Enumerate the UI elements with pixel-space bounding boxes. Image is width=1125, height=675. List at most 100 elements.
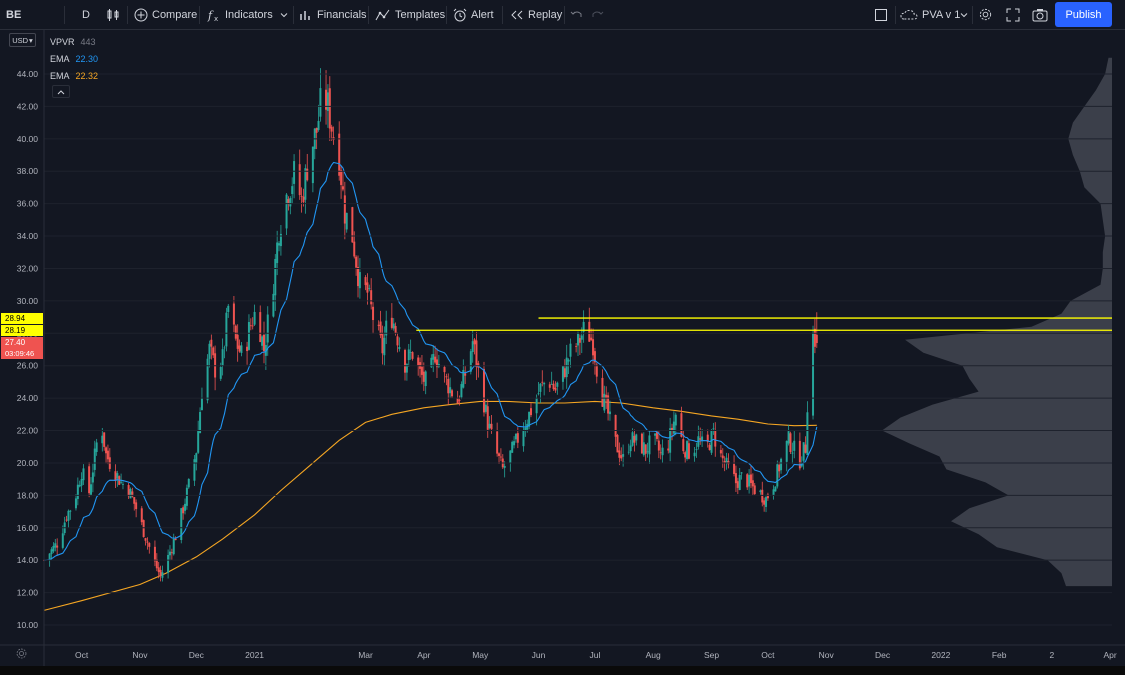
chevron-up-icon <box>57 89 65 94</box>
candle-body <box>357 266 360 287</box>
y-tick-label: 38.00 <box>17 166 39 176</box>
fullscreen-button[interactable] <box>1006 0 1020 29</box>
price-badge-last: 27.40 03:09:46 <box>1 337 43 359</box>
price-chart[interactable]: 10.00 12.00 14.00 16.00 18.00 20.00 22.00 24.00… <box>0 30 1125 666</box>
candle-body <box>430 357 433 368</box>
candle-body <box>67 510 70 521</box>
candle-body <box>482 368 485 413</box>
candle-body <box>221 349 224 366</box>
candle-body <box>529 408 532 416</box>
y-tick-label: 32.00 <box>17 263 39 273</box>
layout-square-button[interactable] <box>874 0 888 29</box>
candle-body <box>648 435 651 455</box>
candle-body <box>106 450 109 460</box>
candle-body <box>578 338 581 343</box>
symbol-search[interactable]: BE <box>6 0 21 29</box>
y-tick-label: 30.00 <box>17 296 39 306</box>
replay-button[interactable]: Replay <box>510 0 562 29</box>
candle-body <box>563 368 566 378</box>
candle-body <box>462 369 465 388</box>
settings-button[interactable] <box>978 0 993 29</box>
candle-body <box>640 433 643 454</box>
candle-body <box>614 414 617 437</box>
candle-body <box>105 447 108 454</box>
financials-icon <box>300 10 310 20</box>
candle-body <box>475 340 478 368</box>
candle-body <box>168 551 171 556</box>
candle-body <box>236 334 239 349</box>
candle-body <box>740 472 743 474</box>
legend-collapse-button[interactable] <box>52 85 70 98</box>
candle-body <box>405 364 408 373</box>
candle-body <box>140 508 143 523</box>
undo-button[interactable] <box>570 0 584 29</box>
candle-body <box>127 485 130 497</box>
candle-body <box>161 572 164 578</box>
x-tick-label: Dec <box>875 650 891 660</box>
legend-ema-slow[interactable]: EMA 22.32 <box>50 68 98 85</box>
candle-body <box>424 371 427 387</box>
candle-body <box>682 439 685 452</box>
toolbar-divider <box>502 6 503 24</box>
candle-body <box>734 473 737 484</box>
candle-body <box>259 312 262 343</box>
candle-body <box>633 435 636 443</box>
price-badge-lower: 28.19 <box>1 325 43 336</box>
candle-body <box>82 468 85 481</box>
candle-body <box>223 347 226 349</box>
plus-circle-icon <box>134 8 148 21</box>
candle-body <box>343 195 346 224</box>
toolbar-divider <box>446 6 447 24</box>
candle-body <box>289 198 292 207</box>
snapshot-button[interactable] <box>1032 0 1048 29</box>
candle-body <box>88 466 91 494</box>
candles-icon <box>107 8 119 21</box>
candle-body <box>451 390 454 397</box>
candle-body <box>340 169 343 185</box>
templates-button[interactable]: Templates <box>375 0 445 29</box>
y-tick-label: 24.00 <box>17 393 39 403</box>
candle-body <box>364 277 367 286</box>
candle-body <box>447 378 450 394</box>
candle-body <box>659 452 662 454</box>
redo-icon <box>592 11 604 17</box>
layout-name-button[interactable]: PVA v 1 <box>900 0 960 29</box>
redo-button[interactable] <box>590 0 604 29</box>
compare-button[interactable]: Compare <box>134 0 197 29</box>
candle-body <box>804 444 807 453</box>
toolbar-divider <box>972 6 973 24</box>
legend-ema-fast[interactable]: EMA 22.30 <box>50 51 98 68</box>
candle-body <box>496 431 499 454</box>
candle-body <box>358 272 361 289</box>
legend-vpvr[interactable]: VPVR 443 <box>50 34 98 51</box>
x-tick-label: Apr <box>1104 650 1117 660</box>
chart-settings-button[interactable] <box>15 647 28 665</box>
chart-type-button[interactable] <box>106 0 120 29</box>
currency-selector[interactable]: USD ▾ <box>9 33 36 47</box>
candle-body <box>409 351 412 353</box>
alert-button[interactable]: Alert <box>453 0 494 29</box>
indicators-dropdown[interactable] <box>280 0 288 29</box>
candle-body <box>195 453 198 463</box>
financials-button[interactable]: Financials <box>299 0 367 29</box>
price-badge-upper: 28.94 <box>1 313 43 324</box>
candle-body <box>206 358 209 401</box>
candle-body <box>543 383 546 385</box>
candle-body <box>54 543 57 548</box>
candle-body <box>184 503 187 511</box>
gear-icon <box>979 8 992 21</box>
candle-body <box>708 444 711 451</box>
compare-label: Compare <box>152 8 198 21</box>
candle-body <box>56 545 59 548</box>
candle-body <box>144 538 147 541</box>
candle-body <box>225 312 228 347</box>
publish-button[interactable]: Publish <box>1055 2 1112 27</box>
interval-button[interactable]: D <box>82 0 90 29</box>
candle-body <box>699 438 702 440</box>
candle-body <box>582 321 585 332</box>
candle-body <box>780 458 783 471</box>
layout-dropdown[interactable] <box>960 0 968 29</box>
candle-body <box>671 427 674 431</box>
volume-profile <box>882 57 1112 587</box>
